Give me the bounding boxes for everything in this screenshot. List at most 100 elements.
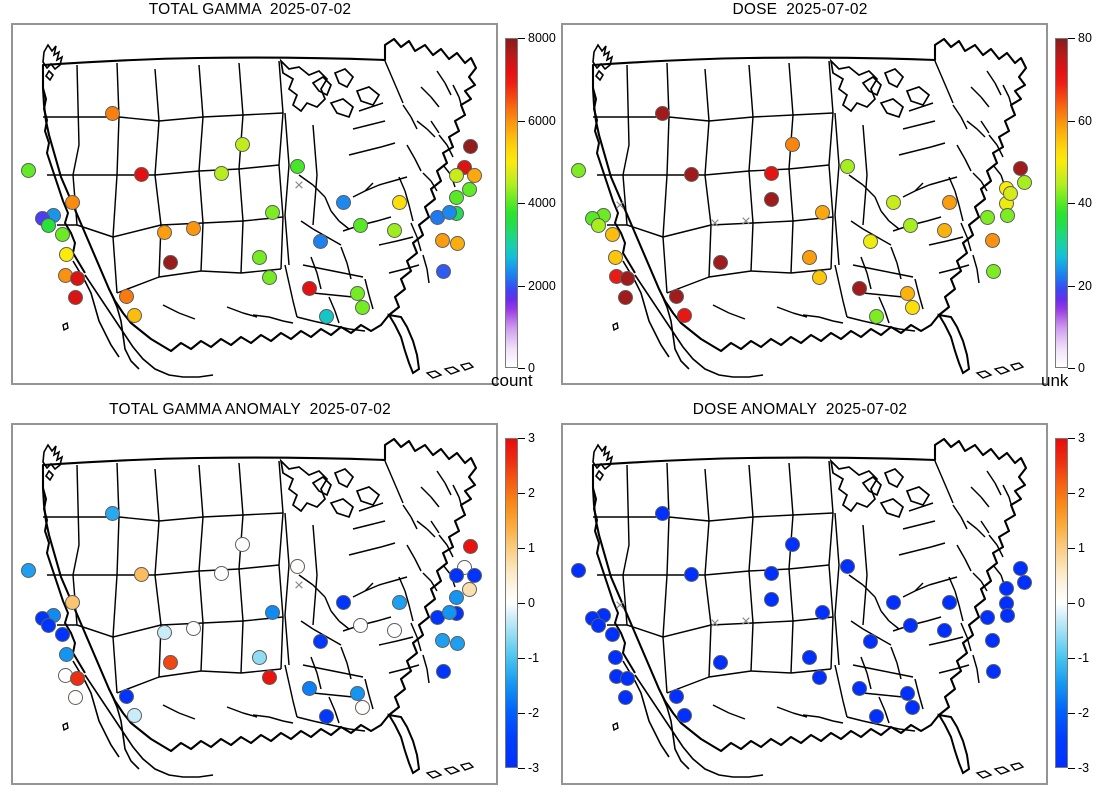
panel-total-gamma: TOTAL GAMMA 2025-07-02 × count 0 2000 4000… bbox=[0, 0, 556, 400]
colorbar-gradient bbox=[505, 438, 518, 768]
station-marker bbox=[936, 622, 952, 638]
station-marker bbox=[619, 270, 635, 286]
station-marker bbox=[985, 263, 1001, 279]
station-marker bbox=[607, 649, 623, 665]
station-marker bbox=[801, 249, 817, 265]
station-marker bbox=[104, 105, 120, 121]
station-marker bbox=[570, 162, 586, 178]
map-frame-total-gamma: × bbox=[11, 23, 498, 385]
station-marker bbox=[448, 189, 464, 205]
colorbar-tick-label: 2 bbox=[528, 486, 535, 500]
station-marker bbox=[352, 617, 368, 633]
colorbar-tick-label: 0 bbox=[528, 596, 535, 610]
colorbar-tick-label: 6000 bbox=[528, 113, 556, 128]
colorbar-tick bbox=[518, 768, 525, 769]
station-marker bbox=[386, 622, 402, 638]
colorbar-tick bbox=[518, 203, 525, 204]
station-marker bbox=[461, 181, 477, 197]
station-marker bbox=[1012, 560, 1028, 576]
station-marker bbox=[54, 626, 70, 642]
usa-basemap bbox=[41, 37, 478, 379]
station-marker bbox=[69, 270, 85, 286]
colorbar-tick-label: 3 bbox=[528, 431, 535, 445]
station-marker bbox=[435, 663, 451, 679]
colorbar-tick-label: -2 bbox=[528, 706, 540, 720]
station-marker bbox=[261, 269, 277, 285]
station-marker bbox=[462, 538, 478, 554]
panel-title: TOTAL GAMMA 2025-07-02 bbox=[148, 1, 352, 18]
station-marker bbox=[213, 165, 229, 181]
station-marker bbox=[979, 209, 995, 225]
colorbar-tick bbox=[518, 438, 525, 439]
station-marker bbox=[69, 670, 85, 686]
station-marker bbox=[441, 604, 457, 620]
missing-data-x-icon: × bbox=[710, 213, 720, 233]
station-marker bbox=[811, 669, 827, 685]
colorbar-tick bbox=[1068, 203, 1075, 204]
station-marker bbox=[391, 194, 407, 210]
station-marker bbox=[784, 136, 800, 152]
colorbar-tick-label: -3 bbox=[1078, 761, 1090, 775]
station-marker bbox=[289, 558, 305, 574]
station-marker bbox=[162, 654, 178, 670]
colorbar-dose-anomaly: -3 -2 -1 0 1 2 3 bbox=[1055, 431, 1100, 775]
station-marker bbox=[434, 632, 450, 648]
colorbar-tick bbox=[518, 38, 525, 39]
station-marker bbox=[1016, 174, 1032, 190]
colorbar-tick bbox=[1068, 38, 1075, 39]
station-marker bbox=[902, 617, 918, 633]
station-marker bbox=[899, 685, 915, 701]
missing-data-x-icon: × bbox=[710, 613, 720, 633]
station-marker bbox=[335, 194, 351, 210]
station-marker bbox=[984, 232, 1000, 248]
colorbar-tick bbox=[518, 285, 525, 287]
station-marker bbox=[64, 594, 80, 610]
station-marker bbox=[619, 670, 635, 686]
colorbar-tick-label: 4000 bbox=[528, 196, 556, 210]
colorbar-tick-label: 20 bbox=[1078, 278, 1092, 293]
station-marker bbox=[301, 680, 317, 696]
station-marker bbox=[676, 307, 692, 323]
station-marker bbox=[448, 167, 464, 183]
colorbar-tick bbox=[518, 603, 525, 604]
colorbar-tick bbox=[1068, 438, 1075, 439]
station-marker bbox=[64, 194, 80, 210]
station-marker bbox=[20, 162, 36, 178]
colorbar-tick bbox=[1068, 548, 1075, 549]
station-marker bbox=[104, 505, 120, 521]
station-marker bbox=[941, 194, 957, 210]
station-marker bbox=[264, 604, 280, 620]
colorbar-tick-label: 2000 bbox=[528, 278, 556, 293]
colorbar-tick-label: 0 bbox=[1078, 361, 1085, 375]
station-marker bbox=[118, 288, 134, 304]
station-marker bbox=[885, 594, 901, 610]
station-marker bbox=[763, 191, 779, 207]
colorbar-tick bbox=[518, 713, 525, 714]
colorbar-tick-label: -1 bbox=[528, 651, 540, 665]
station-marker bbox=[449, 235, 465, 251]
station-marker bbox=[868, 308, 884, 324]
station-marker bbox=[712, 654, 728, 670]
station-marker bbox=[784, 536, 800, 552]
station-marker bbox=[234, 136, 250, 152]
missing-data-x-icon: × bbox=[741, 611, 751, 631]
usa-basemap bbox=[591, 37, 1028, 379]
station-marker bbox=[885, 194, 901, 210]
colorbar-tick bbox=[1068, 368, 1075, 369]
station-marker bbox=[133, 566, 149, 582]
station-marker bbox=[668, 688, 684, 704]
station-marker bbox=[354, 699, 370, 715]
panel-dose-anomaly: DOSE ANOMALY 2025-07-02 × × × -3 -2 -1 0 1 2 3 bbox=[550, 400, 1100, 800]
station-marker bbox=[811, 269, 827, 285]
station-marker bbox=[862, 233, 878, 249]
colorbar-tick bbox=[1068, 768, 1075, 769]
station-marker bbox=[301, 280, 317, 296]
station-marker bbox=[118, 688, 134, 704]
station-marker bbox=[654, 505, 670, 521]
usa-basemap bbox=[591, 437, 1028, 779]
station-marker bbox=[604, 226, 620, 242]
station-marker bbox=[234, 536, 250, 552]
panel-dose: DOSE 2025-07-02 × × × unk 0 20 40 60 80 bbox=[550, 0, 1100, 400]
colorbar-total-gamma-anomaly: -3 -2 -1 0 1 2 3 bbox=[505, 431, 551, 775]
